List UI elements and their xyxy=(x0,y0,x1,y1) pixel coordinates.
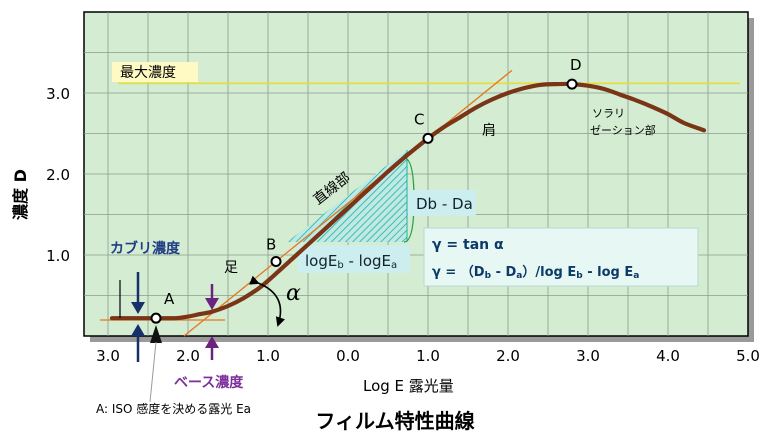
curve-point-b xyxy=(270,255,282,267)
loge-main: logE xyxy=(305,252,337,270)
x-tick-label: 3.0 xyxy=(576,347,600,365)
db-da-label-bg xyxy=(408,190,476,216)
loge-mid: - logE xyxy=(344,252,391,270)
curve-point-label-c: C xyxy=(414,110,424,128)
x-axis-label: Log E 露光量 xyxy=(363,377,454,395)
loge-label-bg xyxy=(298,245,410,273)
gamma-line2-sub-a2: a xyxy=(633,271,639,281)
gamma-formula-line2: γ = （Db - Da）/log Eb - log Ea xyxy=(432,264,639,281)
fog-arrow-top-head xyxy=(131,302,145,314)
solarization-label-line2: ゼーション部 xyxy=(590,123,656,137)
x-tick-label: 4.0 xyxy=(656,347,680,365)
solarization-label-line1: ソラリ xyxy=(592,107,625,120)
x-tick-label: 1.0 xyxy=(416,347,440,365)
curve-point-label-d: D xyxy=(570,56,582,74)
y-tick-labels: 1.0 2.0 3.0 xyxy=(46,85,70,265)
gamma-line2-part1: γ = （D xyxy=(432,264,485,280)
a-pointer-line xyxy=(149,341,157,403)
toe-label: 足 xyxy=(224,260,238,276)
shoulder-label: 肩 xyxy=(482,123,496,139)
max-density-label: 最大濃度 xyxy=(120,65,176,81)
gamma-line2-sub-b: b xyxy=(485,271,492,281)
gamma-line2-part3: ）/log E xyxy=(522,264,576,280)
gamma-line2-sub-b2: b xyxy=(576,271,583,281)
gamma-formula-box xyxy=(423,227,699,287)
base-arrow-bottom-head xyxy=(205,336,219,348)
y-tick-label: 3.0 xyxy=(46,85,70,103)
loge-sub-b: b xyxy=(337,260,343,271)
gamma-formula-line1: γ = tan α xyxy=(432,237,504,253)
loge-label: logEb - logEa xyxy=(305,252,397,271)
grid xyxy=(84,12,748,336)
x-tick-label: 2.0 xyxy=(496,347,520,365)
max-density-label-bg xyxy=(112,62,198,82)
y-tick-label: 2.0 xyxy=(46,166,70,184)
x-tick-label: 1.0 xyxy=(256,347,280,365)
curve-point-label-a: A xyxy=(164,290,175,308)
x-tick-label: 0.0 xyxy=(336,347,360,365)
slope-triangle xyxy=(287,150,407,242)
loge-sub-a: a xyxy=(391,260,397,271)
x-tick-label: 3.0 xyxy=(96,347,120,365)
db-da-label: Db - Da xyxy=(416,195,473,213)
x-tick-label: 5.0 xyxy=(736,347,760,365)
y-axis-label: 濃度 D xyxy=(11,169,30,220)
alpha-angle-arc xyxy=(249,275,285,327)
fog-arrow-bottom-head xyxy=(131,324,145,336)
gamma-line2-sub-a: a xyxy=(516,271,522,281)
fog-density-label: カブリ濃度 xyxy=(110,240,181,257)
tangent-line xyxy=(183,69,513,337)
a-pointer-head xyxy=(150,325,162,343)
y-tick-label: 1.0 xyxy=(46,247,70,265)
gamma-line2-part2: - D xyxy=(491,265,516,280)
x-tick-labels: 3.0 2.0 1.0 0.0 1.0 2.0 3.0 4.0 5.0 xyxy=(96,347,760,365)
curve-point-d xyxy=(566,78,578,90)
characteristic-curve xyxy=(109,81,707,321)
curve-point-label-b: B xyxy=(266,235,276,253)
base-density-label: ベース濃度 xyxy=(174,374,244,391)
curve-point-c xyxy=(422,132,434,144)
alpha-label: α xyxy=(286,281,301,306)
curve-points: A B C D xyxy=(150,56,582,324)
curve-point-a xyxy=(150,312,162,324)
x-tick-label: 2.0 xyxy=(176,347,200,365)
base-arrow-top-head xyxy=(205,298,219,310)
gamma-line2-part4: - log E xyxy=(583,265,634,280)
chart-title: フィルム特性曲線 xyxy=(315,409,474,433)
a-note-label: A: ISO 感度を決める露光 Ea xyxy=(96,401,251,416)
